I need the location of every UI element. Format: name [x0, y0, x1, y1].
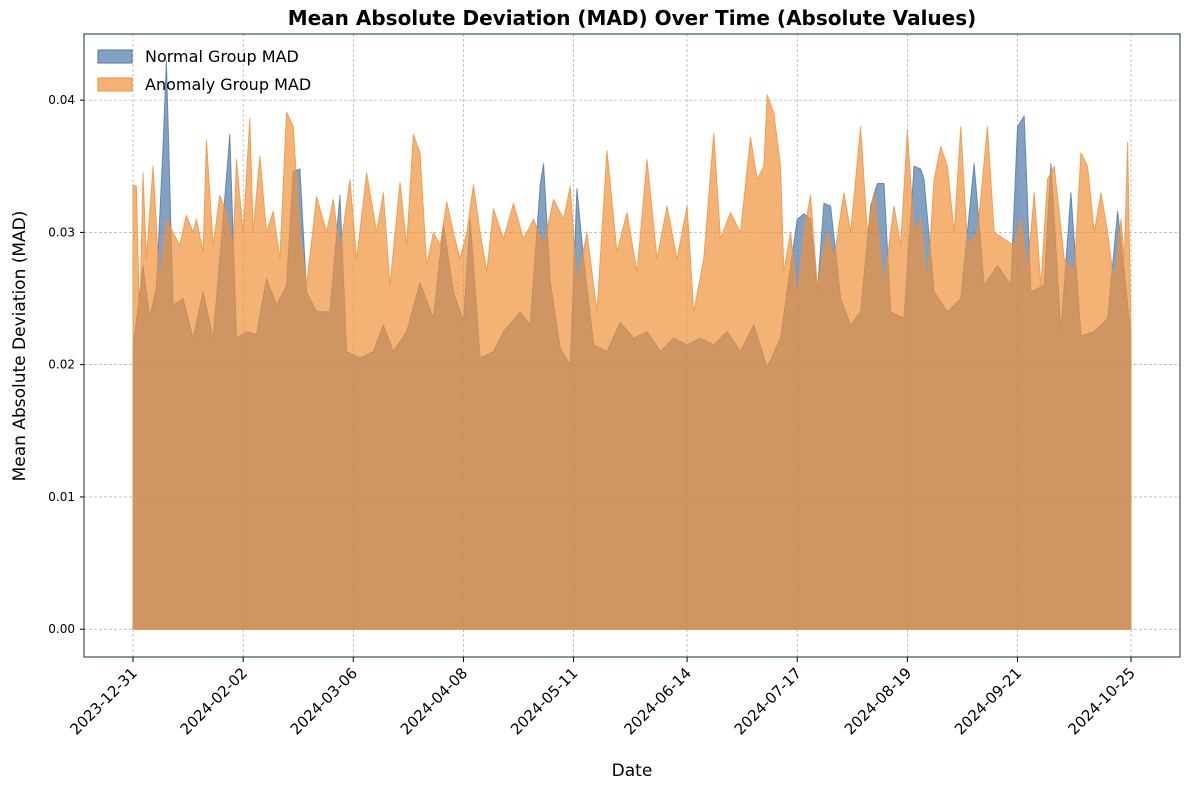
legend-label-normal: Normal Group MAD — [145, 47, 299, 66]
y-tick-label: 0.03 — [48, 225, 75, 239]
legend-swatch-normal — [97, 49, 133, 64]
legend: Normal Group MAD Anomaly Group MAD — [97, 47, 311, 94]
y-tick-label: 0.00 — [48, 622, 75, 636]
legend-swatch-anomaly — [97, 77, 133, 92]
legend-label-anomaly: Anomaly Group MAD — [145, 75, 311, 94]
chart-title: Mean Absolute Deviation (MAD) Over Time … — [288, 6, 977, 30]
x-axis-label: Date — [612, 761, 653, 781]
area-anomaly-group — [132, 94, 1132, 630]
y-axis-label: Mean Absolute Deviation (MAD) — [10, 211, 30, 482]
y-tick-label: 0.04 — [48, 93, 75, 107]
y-axis-ticks: 0.00 0.01 0.02 0.03 0.04 — [48, 93, 84, 636]
y-tick-label: 0.02 — [48, 358, 75, 372]
data-areas — [132, 59, 1132, 630]
axes-frame — [83, 33, 1181, 658]
y-tick-label: 0.01 — [48, 490, 75, 504]
